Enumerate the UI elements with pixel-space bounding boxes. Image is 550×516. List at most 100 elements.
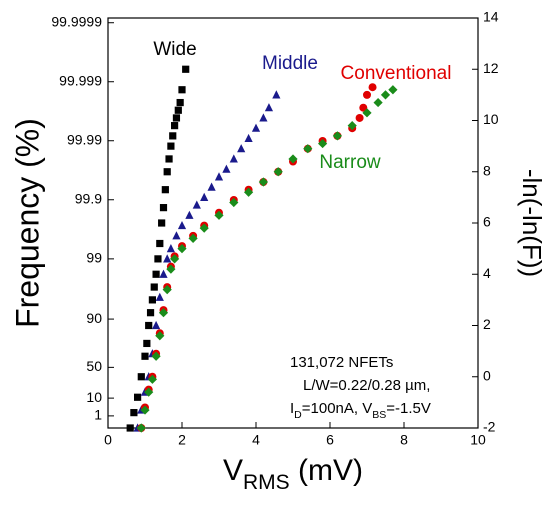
- marker: [264, 103, 274, 112]
- marker: [159, 204, 168, 212]
- marker: [244, 187, 254, 197]
- marker: [126, 424, 134, 432]
- y-tick-label: 99.99: [67, 131, 102, 147]
- marker: [347, 121, 357, 131]
- marker: [143, 339, 151, 348]
- annotation-part: BS: [372, 409, 386, 421]
- marker: [155, 292, 164, 301]
- marker: [188, 233, 198, 243]
- marker: [158, 308, 169, 318]
- series-label: Middle: [262, 53, 318, 74]
- x-tick-label: 2: [178, 432, 186, 448]
- marker: [172, 231, 181, 240]
- x-axis-label-part: (mV): [290, 454, 363, 487]
- annotation: 131,072 NFETs: [290, 354, 393, 371]
- marker: [158, 219, 166, 227]
- marker: [176, 98, 184, 107]
- marker: [155, 331, 165, 341]
- y-tick-label: 99: [86, 250, 102, 266]
- marker: [177, 220, 187, 230]
- marker: [167, 142, 175, 150]
- y-tick-label: 99.9: [75, 190, 102, 206]
- marker: [244, 133, 253, 143]
- y2-tick-label: 8: [483, 162, 491, 178]
- marker: [259, 113, 268, 122]
- annotation-part: =100nA, V: [302, 400, 372, 417]
- marker: [200, 192, 209, 201]
- marker: [222, 164, 231, 173]
- annotation-part: I: [290, 400, 294, 417]
- series-label: Conventional: [341, 63, 452, 84]
- x-tick-label: 4: [252, 432, 260, 448]
- x-axis-label-part: RMS: [243, 471, 290, 494]
- marker: [137, 373, 145, 381]
- marker: [182, 65, 190, 73]
- x-tick-label: 8: [400, 432, 408, 448]
- marker: [134, 393, 142, 401]
- marker: [192, 200, 201, 209]
- marker: [170, 254, 180, 264]
- y-tick-label: 90: [86, 310, 102, 326]
- annotation-part: 131,072 NFETs: [290, 354, 393, 371]
- marker: [144, 387, 154, 397]
- marker: [318, 138, 328, 149]
- marker: [163, 254, 172, 263]
- marker: [136, 423, 146, 433]
- marker: [177, 244, 187, 254]
- series-label: Wide: [153, 39, 196, 60]
- x-tick-label: 10: [470, 432, 486, 448]
- marker: [272, 90, 281, 99]
- marker: [373, 97, 383, 108]
- marker: [147, 374, 157, 384]
- marker: [151, 351, 161, 361]
- y-tick-label: 99.999: [59, 72, 102, 88]
- y2-tick-label: 12: [483, 60, 499, 76]
- marker: [207, 182, 216, 191]
- annotation-part: L/W=0.22/0.28 µm,: [303, 377, 430, 394]
- marker: [156, 239, 164, 248]
- marker: [229, 154, 238, 163]
- y2-tick-label: 0: [483, 367, 491, 383]
- marker: [368, 83, 377, 92]
- y2-tick-label: 6: [483, 214, 491, 230]
- marker: [229, 197, 239, 208]
- marker: [288, 154, 298, 164]
- marker: [237, 144, 246, 153]
- marker: [148, 296, 156, 304]
- marker: [214, 210, 224, 220]
- marker: [161, 186, 169, 194]
- marker: [165, 155, 173, 163]
- marker: [171, 122, 179, 130]
- x-tick-label: 0: [104, 432, 112, 448]
- x-axis-label: VRMS (mV): [223, 454, 363, 494]
- y-tick-label: 99.9999: [51, 13, 102, 29]
- series-label: Narrow: [319, 152, 381, 173]
- marker: [154, 255, 162, 263]
- y2-tick-label: 4: [483, 265, 491, 281]
- marker: [159, 269, 168, 278]
- marker: [388, 85, 398, 95]
- x-tick-label: 6: [326, 432, 334, 448]
- marker: [199, 223, 209, 233]
- y2-tick-label: 10: [483, 111, 499, 127]
- annotation-part: D: [294, 409, 302, 421]
- annotation: ID=100nA, VBS=-1.5V: [290, 400, 431, 421]
- marker: [166, 264, 176, 274]
- marker: [150, 283, 158, 291]
- marker: [162, 285, 172, 295]
- marker: [146, 309, 155, 317]
- marker: [141, 352, 149, 360]
- marker: [152, 320, 161, 330]
- marker: [169, 132, 177, 140]
- x-axis-label-part: V: [223, 454, 243, 487]
- marker: [273, 167, 283, 177]
- marker: [152, 270, 160, 278]
- marker: [303, 144, 313, 154]
- marker: [166, 244, 175, 253]
- marker: [258, 177, 268, 187]
- marker: [363, 90, 371, 99]
- y2-tick-label: 14: [483, 9, 499, 25]
- annotation-part: =-1.5V: [386, 400, 431, 417]
- marker: [362, 108, 372, 118]
- marker: [140, 405, 150, 415]
